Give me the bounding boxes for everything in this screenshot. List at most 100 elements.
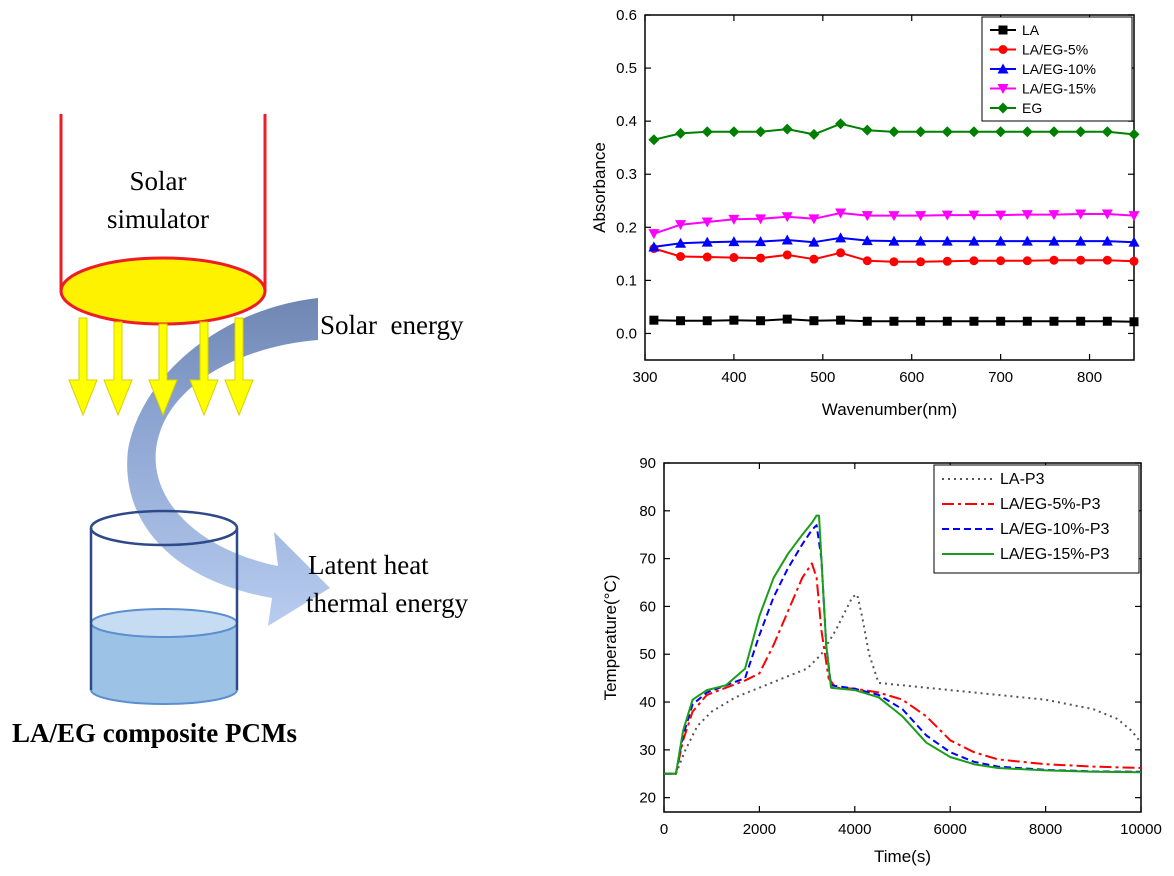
abs-point-la bbox=[1129, 317, 1139, 327]
abs-legend-label-la-eg-5: LA/EG-5% bbox=[1022, 42, 1088, 58]
temp-ytick-label: 80 bbox=[639, 503, 656, 520]
abs-ytick-label: 0.3 bbox=[616, 166, 637, 183]
temp-line-la-p3 bbox=[664, 593, 1142, 775]
abs-point-la-eg-10 bbox=[835, 232, 847, 243]
abs-point-la bbox=[809, 316, 819, 326]
temp-series-la-eg-5-p3 bbox=[664, 562, 1142, 775]
ray-arrow-4 bbox=[189, 321, 219, 417]
abs-point-la-eg-10 bbox=[861, 235, 873, 246]
abs-point-la-eg-10 bbox=[781, 234, 793, 245]
abs-point-la-eg-10 bbox=[701, 236, 713, 247]
abs-yaxis-label: Absorbance bbox=[590, 142, 609, 233]
abs-point-eg bbox=[861, 124, 873, 136]
abs-point-la bbox=[1076, 316, 1086, 326]
abs-point-la bbox=[836, 315, 846, 325]
abs-point-la-eg-5 bbox=[1129, 256, 1139, 266]
temp-xtick-label: 10000 bbox=[1120, 821, 1162, 838]
temp-line-la-eg-5-p3 bbox=[664, 562, 1142, 775]
abs-point-la bbox=[996, 316, 1006, 326]
abs-point-eg bbox=[648, 134, 660, 146]
abs-ytick-label: 0.2 bbox=[616, 219, 637, 236]
temp-ytick-label: 90 bbox=[639, 455, 656, 472]
abs-ytick-label: 0.5 bbox=[616, 60, 637, 77]
abs-point-la-eg-5 bbox=[809, 254, 819, 264]
abs-xtick-label: 300 bbox=[632, 369, 657, 386]
abs-point-la-eg-10 bbox=[941, 235, 953, 246]
abs-plot-frame bbox=[644, 14, 1135, 361]
abs-point-eg bbox=[995, 126, 1007, 138]
beaker-walls bbox=[89, 528, 239, 690]
abs-series-la-eg-15 bbox=[648, 208, 1140, 240]
temp-ytick-label: 60 bbox=[639, 598, 656, 615]
solar-energy-label: Solar energy bbox=[320, 310, 464, 340]
abs-point-la-eg-15 bbox=[728, 214, 740, 225]
abs-xtick-label: 500 bbox=[810, 369, 835, 386]
abs-point-la bbox=[1102, 316, 1112, 326]
abs-point-la bbox=[969, 316, 979, 326]
ray-arrow-5 bbox=[224, 317, 254, 417]
abs-legend-marker-la bbox=[998, 25, 1008, 35]
abs-legend-label-eg: EG bbox=[1022, 100, 1042, 116]
abs-point-la-eg-5 bbox=[729, 253, 739, 263]
abs-point-la bbox=[756, 316, 766, 326]
temp-legend-label-la-eg-15-p3: LA/EG-15%-P3 bbox=[1000, 546, 1109, 563]
abs-point-la-eg-15 bbox=[781, 212, 793, 223]
abs-point-la-eg-10 bbox=[728, 236, 740, 247]
abs-series-la bbox=[649, 314, 1139, 327]
temp-ytick-label: 20 bbox=[639, 790, 656, 807]
abs-ytick-label: 0.6 bbox=[616, 7, 637, 24]
temp-legend-label-la-p3: LA-P3 bbox=[1000, 471, 1045, 488]
abs-series-eg bbox=[648, 118, 1140, 146]
beaker bbox=[89, 509, 239, 705]
abs-xtick-label: 700 bbox=[988, 369, 1013, 386]
abs-point-la-eg-15 bbox=[675, 220, 687, 231]
temp-legend-label-la-eg-10-p3: LA/EG-10%-P3 bbox=[1000, 521, 1109, 538]
temp-yaxis-label: Temperature(°C) bbox=[601, 575, 620, 701]
abs-point-la-eg-5 bbox=[942, 256, 952, 266]
abs-point-la bbox=[649, 315, 659, 325]
simulator-label-line1: Solar bbox=[130, 166, 187, 196]
abs-legend-marker-la-eg-10 bbox=[997, 63, 1009, 74]
abs-point-la-eg-5 bbox=[836, 248, 846, 258]
abs-xtick-label: 400 bbox=[721, 369, 746, 386]
abs-point-la-eg-10 bbox=[648, 241, 660, 252]
abs-ytick-label: 0.4 bbox=[616, 113, 637, 130]
abs-point-la-eg-15 bbox=[861, 211, 873, 222]
abs-point-eg bbox=[941, 126, 953, 138]
abs-point-eg bbox=[915, 126, 927, 138]
abs-point-la-eg-15 bbox=[1101, 209, 1113, 220]
temp-plot-frame bbox=[663, 462, 1142, 813]
abs-point-la-eg-5 bbox=[756, 253, 766, 263]
abs-series-la-eg-5 bbox=[649, 244, 1139, 267]
abs-point-la bbox=[782, 314, 792, 324]
abs-point-la-eg-15 bbox=[915, 211, 927, 222]
temp-line-la-eg-15-p3 bbox=[664, 514, 1142, 775]
temp-legend-label-la-eg-5-p3: LA/EG-5%-P3 bbox=[1000, 496, 1101, 513]
latent-heat-label-line1: Latent heat bbox=[308, 550, 429, 580]
abs-point-la-eg-15 bbox=[701, 217, 713, 228]
abs-point-la-eg-10 bbox=[888, 235, 900, 246]
temp-xtick-label: 2000 bbox=[743, 821, 776, 838]
temp-series-la-p3 bbox=[664, 593, 1142, 775]
temp-ytick-label: 70 bbox=[639, 551, 656, 568]
abs-point-la-eg-5 bbox=[889, 257, 899, 267]
solar-rays bbox=[68, 317, 254, 417]
abs-point-la-eg-15 bbox=[755, 214, 767, 225]
abs-point-la-eg-15 bbox=[941, 210, 953, 221]
abs-series-la-eg-10 bbox=[648, 232, 1140, 252]
temp-line-la-eg-10-p3 bbox=[664, 524, 1142, 775]
abs-point-eg bbox=[675, 127, 687, 139]
abs-point-la-eg-5 bbox=[1022, 256, 1032, 266]
abs-legend-label-la: LA bbox=[1022, 22, 1040, 38]
abs-point-eg bbox=[808, 128, 820, 140]
abs-point-la bbox=[676, 316, 686, 326]
abs-point-la-eg-5 bbox=[969, 256, 979, 266]
abs-point-la bbox=[862, 316, 872, 326]
abs-point-la-eg-10 bbox=[995, 235, 1007, 246]
abs-point-la bbox=[1049, 316, 1059, 326]
abs-point-la-eg-5 bbox=[862, 256, 872, 266]
abs-point-eg bbox=[888, 126, 900, 138]
